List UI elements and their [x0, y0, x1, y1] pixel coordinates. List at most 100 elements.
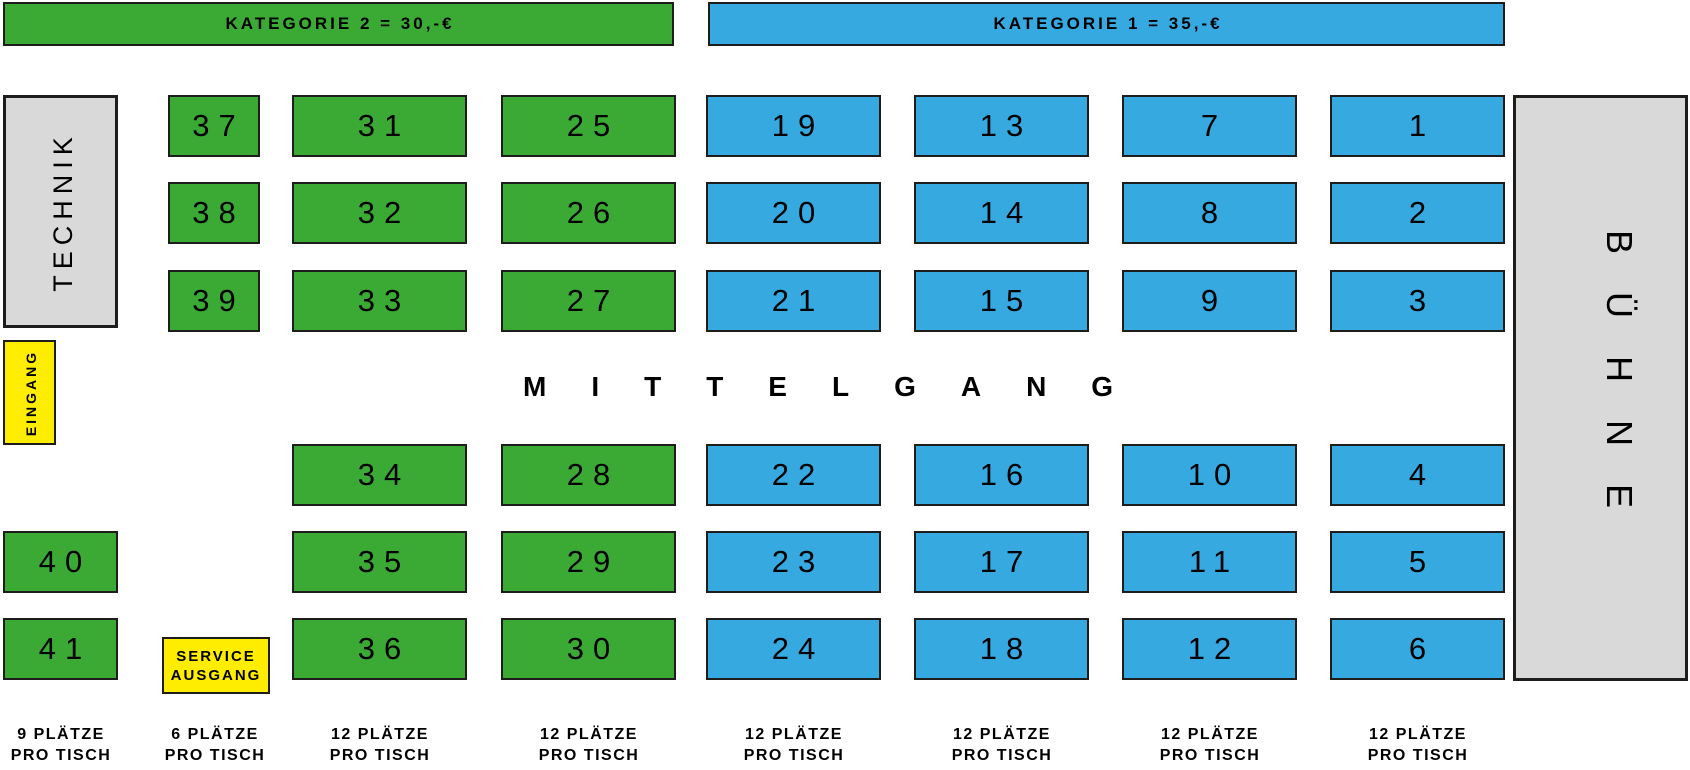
table-7[interactable]: 7	[1122, 95, 1297, 157]
table-4-number: 4	[1408, 457, 1436, 492]
capacity-label-col-f: 12 PLÄTZE PRO TISCH	[952, 724, 1053, 766]
table-3-number: 3	[1408, 283, 1436, 318]
capacity-label-col-b: 6 PLÄTZE PRO TISCH	[165, 724, 266, 766]
table-19[interactable]: 19	[706, 95, 881, 157]
table-30[interactable]: 30	[501, 618, 676, 680]
table-26[interactable]: 26	[501, 182, 676, 244]
table-2-number: 2	[1408, 195, 1436, 230]
table-12[interactable]: 12	[1122, 618, 1297, 680]
table-21[interactable]: 21	[706, 270, 881, 332]
table-34[interactable]: 34	[292, 444, 467, 506]
capacity-label-col-b-line1: 6 PLÄTZE	[171, 726, 259, 743]
table-18[interactable]: 18	[914, 618, 1089, 680]
capacity-label-col-h-line1: 12 PLÄTZE	[1369, 726, 1467, 743]
capacity-label-col-f-line2: PRO TISCH	[951, 747, 1053, 764]
table-5-number: 5	[1408, 544, 1436, 579]
table-2[interactable]: 2	[1330, 182, 1505, 244]
table-12-number: 12	[1187, 631, 1241, 666]
table-18-number: 18	[979, 631, 1033, 666]
table-3[interactable]: 3	[1330, 270, 1505, 332]
legend-kategorie-2: KATEGORIE 2 = 30,-€	[3, 2, 674, 46]
buehne-stage-area: BÜHNE	[1513, 95, 1688, 681]
capacity-label-col-a-line1: 9 PLÄTZE	[17, 726, 105, 743]
table-15[interactable]: 15	[914, 270, 1089, 332]
capacity-label-col-h-line2: PRO TISCH	[1367, 747, 1469, 764]
table-22[interactable]: 22	[706, 444, 881, 506]
legend-kategorie-1-label: KATEGORIE 1 = 35,-€	[993, 14, 1223, 33]
table-13-number: 13	[979, 108, 1033, 143]
table-32-number: 32	[357, 195, 411, 230]
table-32[interactable]: 32	[292, 182, 467, 244]
eingang-label: EINGANG	[23, 349, 39, 436]
table-9[interactable]: 9	[1122, 270, 1297, 332]
eingang-entrance: EINGANG	[3, 340, 56, 445]
table-8[interactable]: 8	[1122, 182, 1297, 244]
capacity-label-col-c-line1: 12 PLÄTZE	[331, 726, 429, 743]
table-6[interactable]: 6	[1330, 618, 1505, 680]
table-4[interactable]: 4	[1330, 444, 1505, 506]
table-26-number: 26	[566, 195, 620, 230]
table-8-number: 8	[1200, 195, 1228, 230]
table-10[interactable]: 10	[1122, 444, 1297, 506]
table-16[interactable]: 16	[914, 444, 1089, 506]
table-24-number: 24	[771, 631, 825, 666]
table-24[interactable]: 24	[706, 618, 881, 680]
table-40[interactable]: 40	[3, 531, 118, 593]
buehne-label: BÜHNE	[1599, 229, 1641, 547]
capacity-label-col-b-line2: PRO TISCH	[164, 747, 266, 764]
table-28[interactable]: 28	[501, 444, 676, 506]
table-7-number: 7	[1200, 108, 1228, 143]
table-36[interactable]: 36	[292, 618, 467, 680]
table-27[interactable]: 27	[501, 270, 676, 332]
legend-kategorie-1: KATEGORIE 1 = 35,-€	[708, 2, 1505, 46]
table-37[interactable]: 37	[168, 95, 260, 157]
table-31[interactable]: 31	[292, 95, 467, 157]
table-39[interactable]: 39	[168, 270, 260, 332]
table-41[interactable]: 41	[3, 618, 118, 680]
table-23[interactable]: 23	[706, 531, 881, 593]
table-19-number: 19	[771, 108, 825, 143]
mittelgang-aisle-label: MITTELGANG	[523, 371, 1159, 402]
capacity-label-col-h: 12 PLÄTZE PRO TISCH	[1368, 724, 1469, 766]
table-40-number: 40	[38, 544, 92, 579]
capacity-label-col-a-line2: PRO TISCH	[10, 747, 112, 764]
capacity-label-col-c-line2: PRO TISCH	[329, 747, 431, 764]
table-23-number: 23	[771, 544, 825, 579]
capacity-label-col-d: 12 PLÄTZE PRO TISCH	[539, 724, 640, 766]
capacity-label-col-g-line2: PRO TISCH	[1159, 747, 1261, 764]
table-27-number: 27	[566, 283, 620, 318]
table-11[interactable]: 11	[1122, 531, 1297, 593]
table-33-number: 33	[357, 283, 411, 318]
table-33[interactable]: 33	[292, 270, 467, 332]
table-38[interactable]: 38	[168, 182, 260, 244]
table-9-number: 9	[1200, 283, 1228, 318]
table-14-number: 14	[979, 195, 1033, 230]
service-ausgang-exit: SERVICE AUSGANG	[162, 637, 270, 694]
capacity-label-col-d-line1: 12 PLÄTZE	[540, 726, 638, 743]
capacity-label-col-a: 9 PLÄTZE PRO TISCH	[11, 724, 112, 766]
legend-kategorie-2-label: KATEGORIE 2 = 30,-€	[225, 14, 455, 33]
capacity-label-col-d-line2: PRO TISCH	[538, 747, 640, 764]
table-14[interactable]: 14	[914, 182, 1089, 244]
capacity-label-col-e-line2: PRO TISCH	[743, 747, 845, 764]
table-25[interactable]: 25	[501, 95, 676, 157]
table-34-number: 34	[357, 457, 411, 492]
table-22-number: 22	[771, 457, 825, 492]
table-6-number: 6	[1408, 631, 1436, 666]
capacity-label-col-e-line1: 12 PLÄTZE	[745, 726, 843, 743]
table-17[interactable]: 17	[914, 531, 1089, 593]
table-20[interactable]: 20	[706, 182, 881, 244]
capacity-label-col-c: 12 PLÄTZE PRO TISCH	[330, 724, 431, 766]
table-38-number: 38	[192, 195, 245, 230]
technik-label: TECHNIK	[48, 131, 79, 292]
table-1[interactable]: 1	[1330, 95, 1505, 157]
table-5[interactable]: 5	[1330, 531, 1505, 593]
table-29[interactable]: 29	[501, 531, 676, 593]
table-28-number: 28	[566, 457, 620, 492]
table-13[interactable]: 13	[914, 95, 1089, 157]
table-25-number: 25	[566, 108, 620, 143]
table-10-number: 10	[1187, 457, 1241, 492]
table-1-number: 1	[1408, 108, 1436, 143]
table-35[interactable]: 35	[292, 531, 467, 593]
table-15-number: 15	[979, 283, 1033, 318]
